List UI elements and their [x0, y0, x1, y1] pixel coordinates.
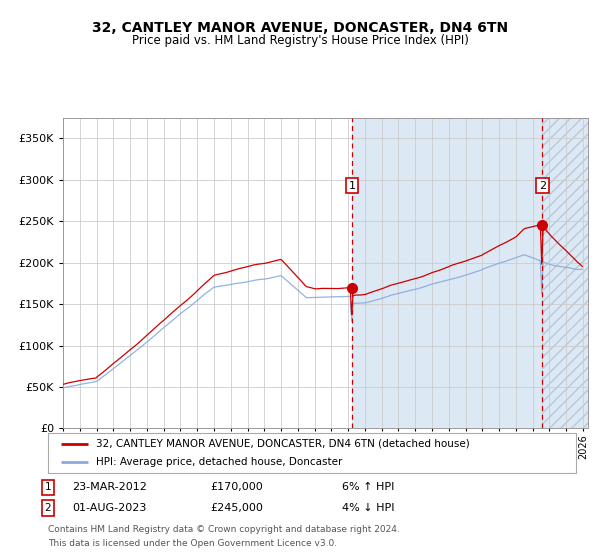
Text: 32, CANTLEY MANOR AVENUE, DONCASTER, DN4 6TN (detached house): 32, CANTLEY MANOR AVENUE, DONCASTER, DN4… [95, 439, 469, 449]
Text: 01-AUG-2023: 01-AUG-2023 [72, 503, 146, 513]
Text: 23-MAR-2012: 23-MAR-2012 [72, 482, 147, 492]
Text: 4% ↓ HPI: 4% ↓ HPI [342, 503, 395, 513]
Text: Price paid vs. HM Land Registry's House Price Index (HPI): Price paid vs. HM Land Registry's House … [131, 34, 469, 46]
Bar [542, 118, 588, 428]
Text: 2: 2 [44, 503, 52, 513]
Text: Contains HM Land Registry data © Crown copyright and database right 2024.: Contains HM Land Registry data © Crown c… [48, 525, 400, 534]
Bar [352, 118, 542, 428]
Text: This data is licensed under the Open Government Licence v3.0.: This data is licensed under the Open Gov… [48, 539, 337, 548]
Text: £245,000: £245,000 [210, 503, 263, 513]
Text: 1: 1 [349, 180, 355, 190]
Bar [542, 118, 588, 428]
Text: 2: 2 [539, 180, 546, 190]
FancyBboxPatch shape [48, 433, 576, 473]
Text: 32, CANTLEY MANOR AVENUE, DONCASTER, DN4 6TN: 32, CANTLEY MANOR AVENUE, DONCASTER, DN4… [92, 21, 508, 35]
Text: £170,000: £170,000 [210, 482, 263, 492]
Text: 6% ↑ HPI: 6% ↑ HPI [342, 482, 394, 492]
Text: 1: 1 [44, 482, 52, 492]
Text: HPI: Average price, detached house, Doncaster: HPI: Average price, detached house, Donc… [95, 458, 342, 467]
